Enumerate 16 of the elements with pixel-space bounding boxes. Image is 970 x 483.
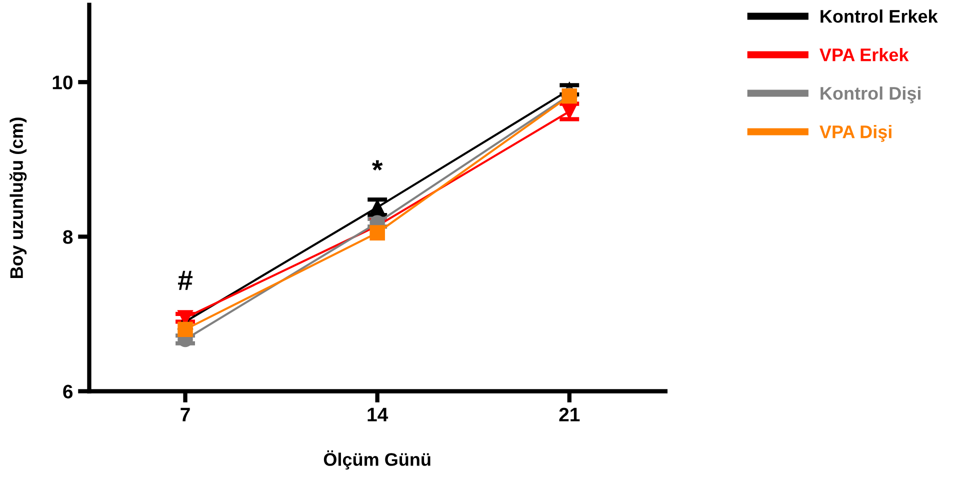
- y-tick-label: 6: [63, 384, 73, 398]
- y-tick-label: 8: [63, 230, 73, 244]
- legend-label: VPA Erkek: [820, 48, 909, 62]
- legend-label: VPA Dişi: [820, 124, 892, 142]
- legend-label: Kontrol Dişi: [820, 86, 920, 104]
- y-tick-label: 10: [52, 76, 72, 90]
- point: [370, 225, 385, 240]
- x-tick-label: 21: [559, 408, 580, 422]
- annotation: *: [372, 160, 383, 171]
- annotation: #: [178, 270, 193, 290]
- point: [178, 322, 193, 338]
- x-tick-label: 7: [180, 408, 190, 422]
- x-axis-title: Ölçüm Günü: [324, 450, 430, 470]
- legend-label: Kontrol Erkek: [820, 9, 938, 23]
- x-tick-label: 14: [368, 408, 388, 422]
- y-axis-title: Boy uzunluğu (cm): [10, 118, 27, 278]
